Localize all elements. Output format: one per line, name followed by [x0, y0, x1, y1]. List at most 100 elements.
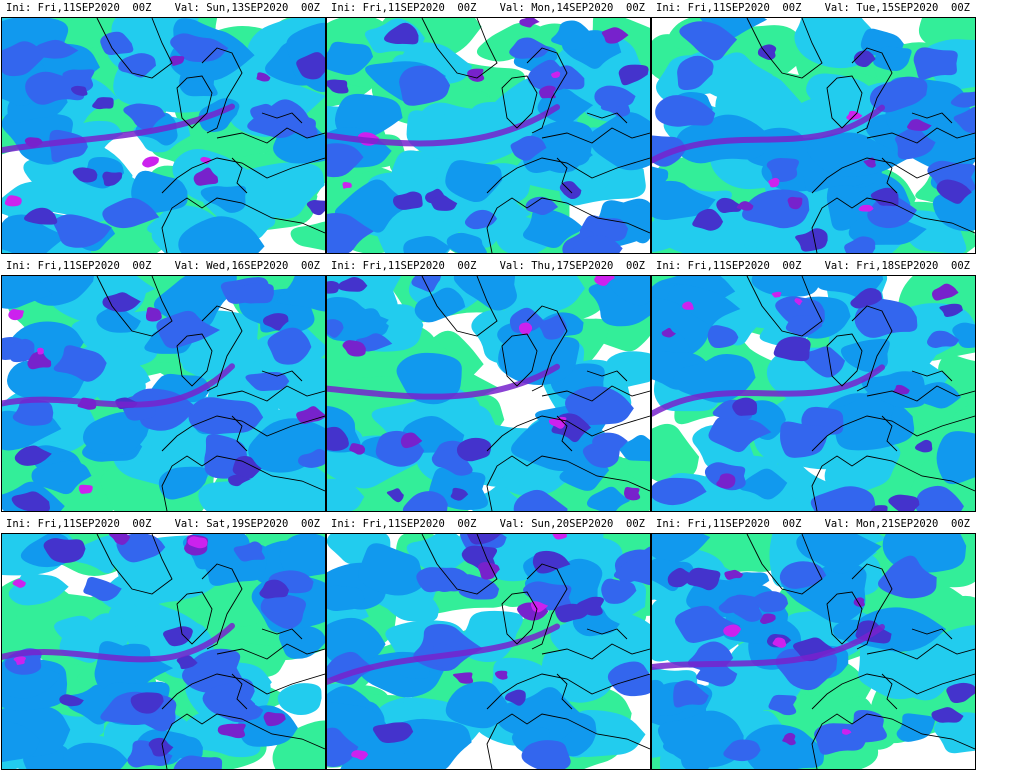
coastline [201, 47, 243, 134]
contour-level-3 [915, 382, 961, 409]
coastline [176, 75, 213, 129]
coastline [216, 385, 325, 402]
valid-time-label: Val: Mon,14SEP2020 00Z [499, 2, 645, 14]
moisture-band [327, 363, 560, 400]
contour-level-7 [841, 728, 852, 735]
init-time-label: Ini: Fri,11SEP2020 00Z [656, 2, 802, 14]
coastline [486, 157, 650, 194]
map-canvas [2, 18, 325, 253]
coastline [866, 643, 975, 660]
map-canvas [327, 534, 650, 769]
coastline [486, 455, 650, 511]
coastline [486, 197, 650, 253]
map-canvas [327, 276, 650, 511]
contour-level-7 [794, 298, 803, 306]
contour-level-5 [163, 626, 193, 647]
contour-level-3 [511, 727, 550, 755]
contour-level-2 [858, 642, 925, 700]
contour-level-5 [327, 426, 349, 451]
contour-level-4 [913, 47, 958, 80]
contour-level-3 [414, 287, 466, 323]
contour-level-5 [618, 64, 649, 86]
moisture-band [652, 624, 885, 671]
contour-level-6 [145, 307, 162, 322]
coastlines [96, 18, 325, 253]
init-time-label: Ini: Fri,11SEP2020 00Z [6, 518, 152, 530]
coastlines [746, 276, 975, 511]
contour-level-3 [453, 276, 517, 311]
forecast-panel: Ini: Fri,11SEP2020 00Z Val: Thu,17SEP2020… [326, 258, 651, 512]
contour-level-5 [532, 550, 571, 574]
contour-level-3 [873, 46, 912, 71]
init-time-label: Ini: Fri,11SEP2020 00Z [656, 518, 802, 530]
init-time-label: Ini: Fri,11SEP2020 00Z [6, 2, 152, 14]
contour-level-3 [522, 120, 593, 173]
coastline [486, 673, 650, 710]
contour-level-2 [406, 534, 480, 575]
coastline [826, 75, 863, 129]
contour-level-2 [383, 592, 440, 622]
contour-level-6 [263, 711, 286, 727]
contour-level-6 [787, 196, 803, 210]
contour-level-4 [83, 577, 122, 602]
contour-level-4 [3, 338, 35, 363]
contour-level-7 [4, 195, 22, 207]
contour-level-3 [936, 431, 975, 485]
contour-level-5 [232, 455, 262, 479]
moisture-band [327, 104, 560, 147]
coastline [556, 157, 573, 194]
contour-level-3 [327, 585, 365, 612]
contour-level-4 [116, 534, 166, 563]
contour-level-3 [327, 41, 374, 76]
coastline [586, 370, 628, 382]
valid-time-label: Val: Sun,13SEP2020 00Z [174, 2, 320, 14]
contour-level-3 [345, 738, 417, 769]
coastline [811, 157, 975, 194]
coastline [541, 385, 650, 402]
contour-level-4 [525, 196, 559, 215]
forecast-panel: Ini: Fri,11SEP2020 00Z Val: Tue,15SEP2020… [651, 0, 976, 254]
contour-level-2 [501, 276, 585, 313]
contour-level-4 [416, 567, 473, 593]
contour-level-4 [877, 555, 937, 599]
contour-level-4 [723, 739, 761, 762]
forecast-panel: Ini: Fri,11SEP2020 00Z Val: Mon,21SEP2020… [651, 516, 976, 770]
contour-level-3 [445, 681, 510, 729]
contour-level-4 [402, 491, 448, 511]
contour-level-4 [127, 740, 173, 768]
contour-level-2 [277, 683, 322, 716]
coastline [161, 455, 325, 511]
panel-header: Ini: Fri,11SEP2020 00Z Val: Thu,17SEP2020… [326, 258, 651, 275]
map-canvas [652, 534, 975, 769]
coastline [811, 415, 975, 452]
contour-level-4 [926, 330, 960, 349]
contour-level-4 [895, 126, 936, 160]
forecast-panel: Ini: Fri,11SEP2020 00Z Val: Fri,18SEP2020… [651, 258, 976, 512]
contour-level-6 [494, 670, 508, 680]
contour-level-5 [773, 336, 811, 362]
contour-level-7 [772, 637, 787, 648]
moisture-band [652, 104, 885, 164]
contour-level-3 [396, 352, 462, 405]
coastline [556, 673, 573, 710]
contour-level-5 [102, 171, 123, 187]
coastline [851, 47, 893, 134]
coastline [826, 333, 863, 387]
contour-level-4 [12, 398, 54, 426]
coastline [96, 276, 173, 337]
contour-level-5 [732, 397, 758, 416]
contour-level-5 [59, 694, 84, 707]
contour-level-5 [148, 737, 174, 757]
contour-level-3 [657, 710, 744, 768]
contour-level-2 [8, 572, 69, 606]
contour-level-3 [31, 460, 92, 495]
contour-level-6 [169, 55, 185, 66]
contour-level-5 [686, 567, 721, 591]
moisture-band [2, 363, 235, 408]
panel-header: Ini: Fri,11SEP2020 00Z Val: Sun,13SEP2020… [1, 0, 326, 17]
contour-level-4 [652, 477, 707, 506]
contour-level-3 [278, 625, 325, 659]
contour-level-5 [870, 505, 888, 511]
valid-time-label: Val: Fri,18SEP2020 00Z [824, 260, 970, 272]
